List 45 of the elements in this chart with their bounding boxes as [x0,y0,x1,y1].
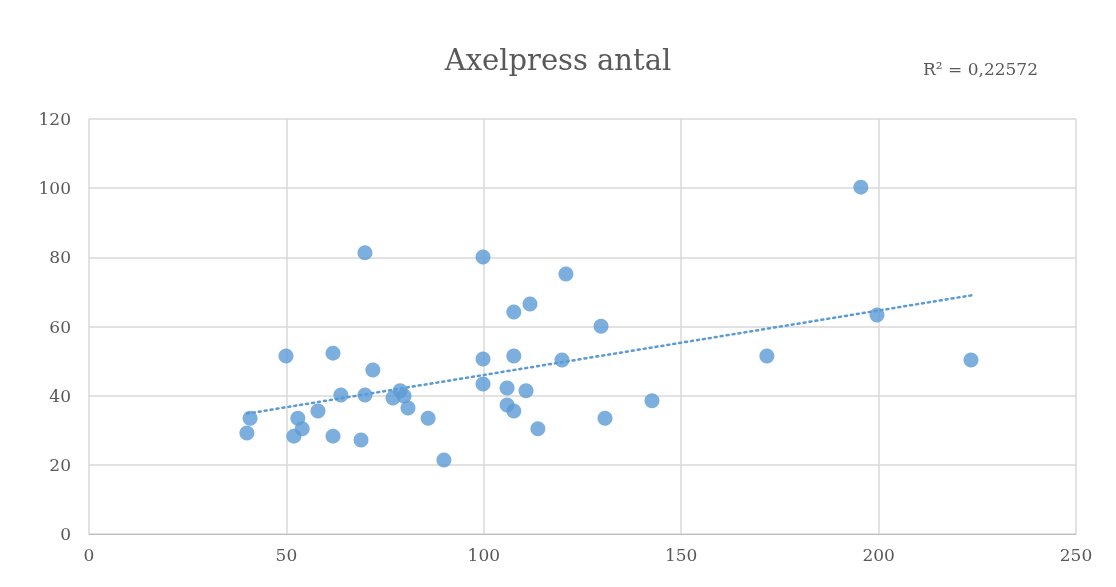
x-tick-label: 50 [275,544,298,565]
point [506,403,522,419]
y-tick-label: 0 [60,524,71,544]
y-tick-label: 60 [49,316,71,337]
y-tick-label: 120 [38,109,71,129]
point [963,352,979,368]
x-tick-label: 200 [862,544,895,565]
point [294,421,310,437]
point [644,393,660,409]
point [558,266,574,282]
x-tick-label: 100 [467,544,501,565]
text: R² = 0,22572 [923,58,1038,79]
point [353,432,369,448]
point [475,376,491,392]
point [239,425,255,441]
y-tick-label: 20 [49,454,71,475]
point [325,345,341,361]
x-tick-label: 250 [1059,544,1093,565]
point [759,348,775,364]
point [400,400,416,416]
point [499,380,515,396]
y-tick-label: 80 [49,247,71,268]
point [365,362,381,378]
point [597,410,613,426]
point [357,245,373,261]
x-tick-label: 0 [83,544,95,565]
point [518,383,534,399]
x-tick-label: 150 [664,544,698,565]
point [325,428,341,444]
point [278,348,294,364]
point [420,410,436,426]
point [475,351,491,367]
chart-title: Axelpress antal [443,42,672,77]
point [310,403,326,419]
point [506,348,522,364]
point [530,421,546,437]
point [522,296,538,312]
point [593,318,609,334]
point [396,388,412,404]
y-tick-label: 40 [49,385,71,406]
point [436,452,452,468]
point [506,304,522,320]
point [475,249,491,265]
y-tick-label: 100 [38,178,71,199]
point [853,179,869,195]
